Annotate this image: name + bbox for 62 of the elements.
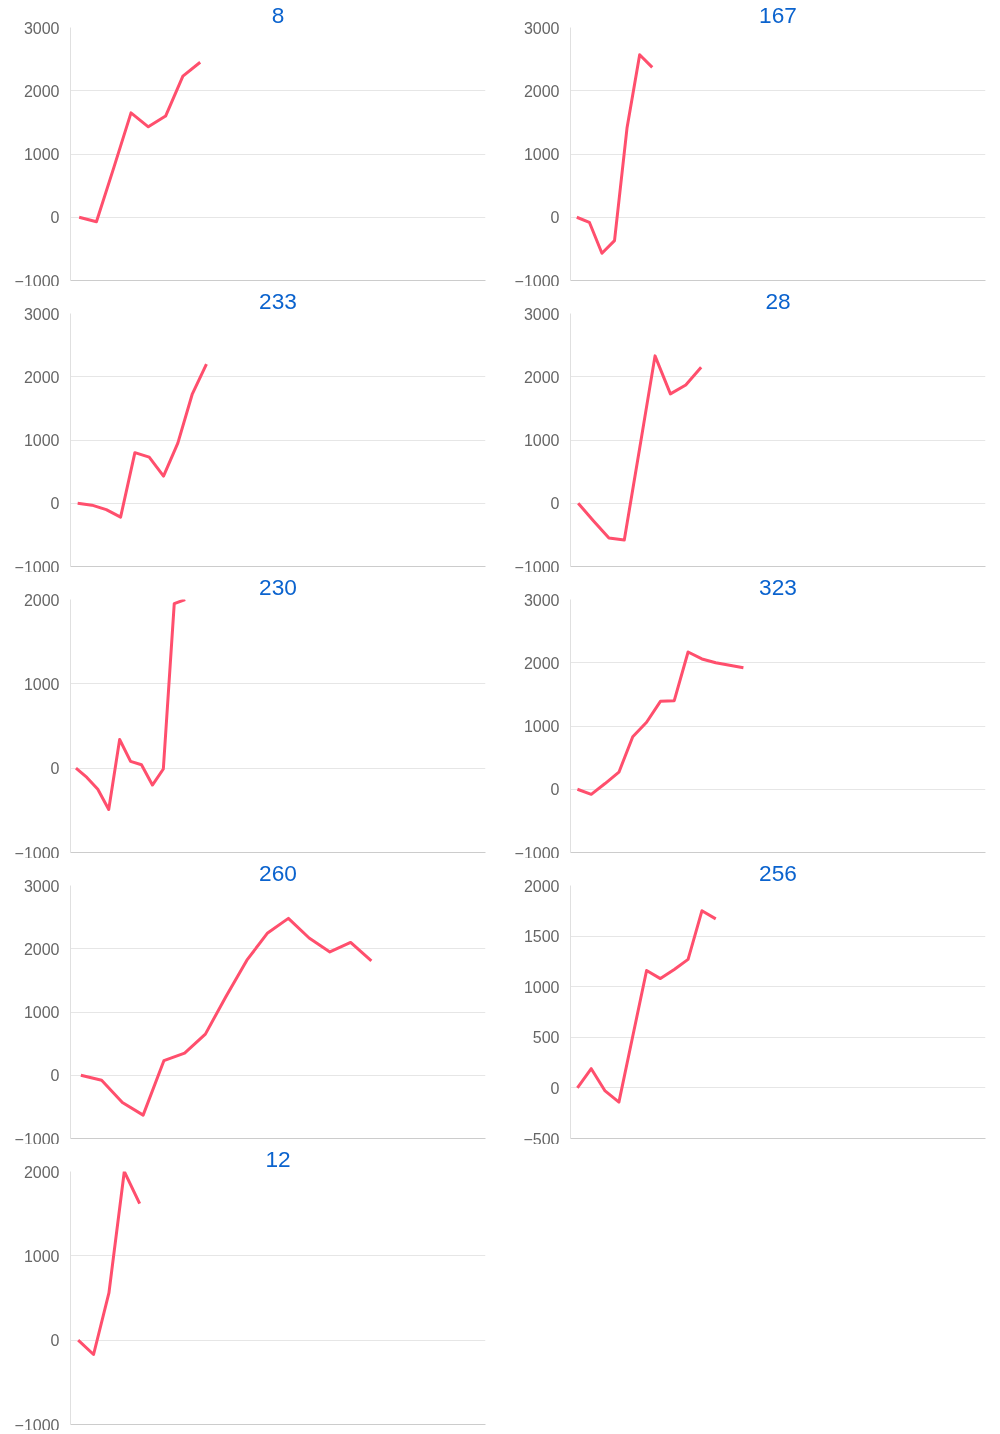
line-series [77,60,202,224]
y-tick-label: 3000 [523,19,560,37]
y-tick-label: 0 [550,781,560,799]
y-tick-label: 1000 [23,146,60,163]
line-series [575,53,654,255]
chart-title: 233 [259,287,297,314]
y-tick-label: −1000 [14,1130,60,1148]
y-tick-label: −500 [523,1130,560,1148]
y-tick-label: 1000 [523,432,560,449]
y-tick-label: 2000 [523,654,560,672]
chart-title: 256 [759,859,797,886]
chart-title: 323 [759,573,797,600]
y-tick-label: −1000 [14,1416,60,1434]
y-tick-label: −1000 [14,272,60,290]
y-tick-label: 2000 [523,877,560,895]
y-tick-label: 2000 [23,368,60,386]
line-series [576,354,703,542]
chart-title: 8 [271,1,285,28]
y-tick-label: 0 [550,1079,560,1097]
y-tick-label: −1000 [14,844,60,862]
line-series [76,1171,142,1356]
y-tick-label: 3000 [23,19,60,37]
chart-title: 12 [265,1145,291,1172]
y-tick-label: 1000 [523,978,560,996]
y-tick-label: −1000 [514,844,560,862]
y-tick-label: 1000 [23,1247,60,1265]
y-tick-label: 2000 [523,368,560,386]
y-tick-label: 0 [50,1332,60,1350]
y-tick-label: 2000 [523,82,560,100]
chart-title: 260 [259,859,297,886]
y-tick-label: 3000 [523,305,560,323]
y-tick-label: 0 [50,760,60,778]
y-tick-label: 2000 [23,940,60,958]
y-tick-label: 1000 [23,432,60,449]
y-tick-label: 0 [550,209,560,227]
y-tick-label: −1000 [14,558,60,576]
chart-title: 167 [759,1,797,28]
y-tick-label: 2000 [23,82,60,100]
y-tick-label: 2000 [23,591,60,609]
chart-title: 28 [765,287,791,314]
y-tick-label: 500 [532,1029,560,1047]
y-tick-label: 1000 [523,146,560,163]
line-series [575,650,745,796]
chart-title: 230 [259,573,297,600]
y-tick-label: 1000 [23,675,60,693]
line-series [74,599,187,811]
y-tick-label: 0 [50,495,60,513]
line-series [79,916,373,1117]
y-tick-label: −1000 [514,558,560,576]
y-tick-label: 1000 [23,1004,60,1021]
y-tick-label: 0 [50,209,60,227]
y-tick-label: 0 [50,1067,60,1085]
y-tick-label: 1500 [523,928,560,946]
y-tick-label: 0 [550,495,560,513]
y-tick-label: 2000 [23,1163,60,1181]
y-tick-label: 1000 [523,718,560,735]
line-series [76,362,208,519]
y-tick-label: 3000 [523,591,560,609]
y-tick-label: 3000 [23,305,60,323]
y-tick-label: −1000 [514,272,560,290]
y-tick-label: 3000 [23,877,60,895]
line-series [575,909,718,1104]
